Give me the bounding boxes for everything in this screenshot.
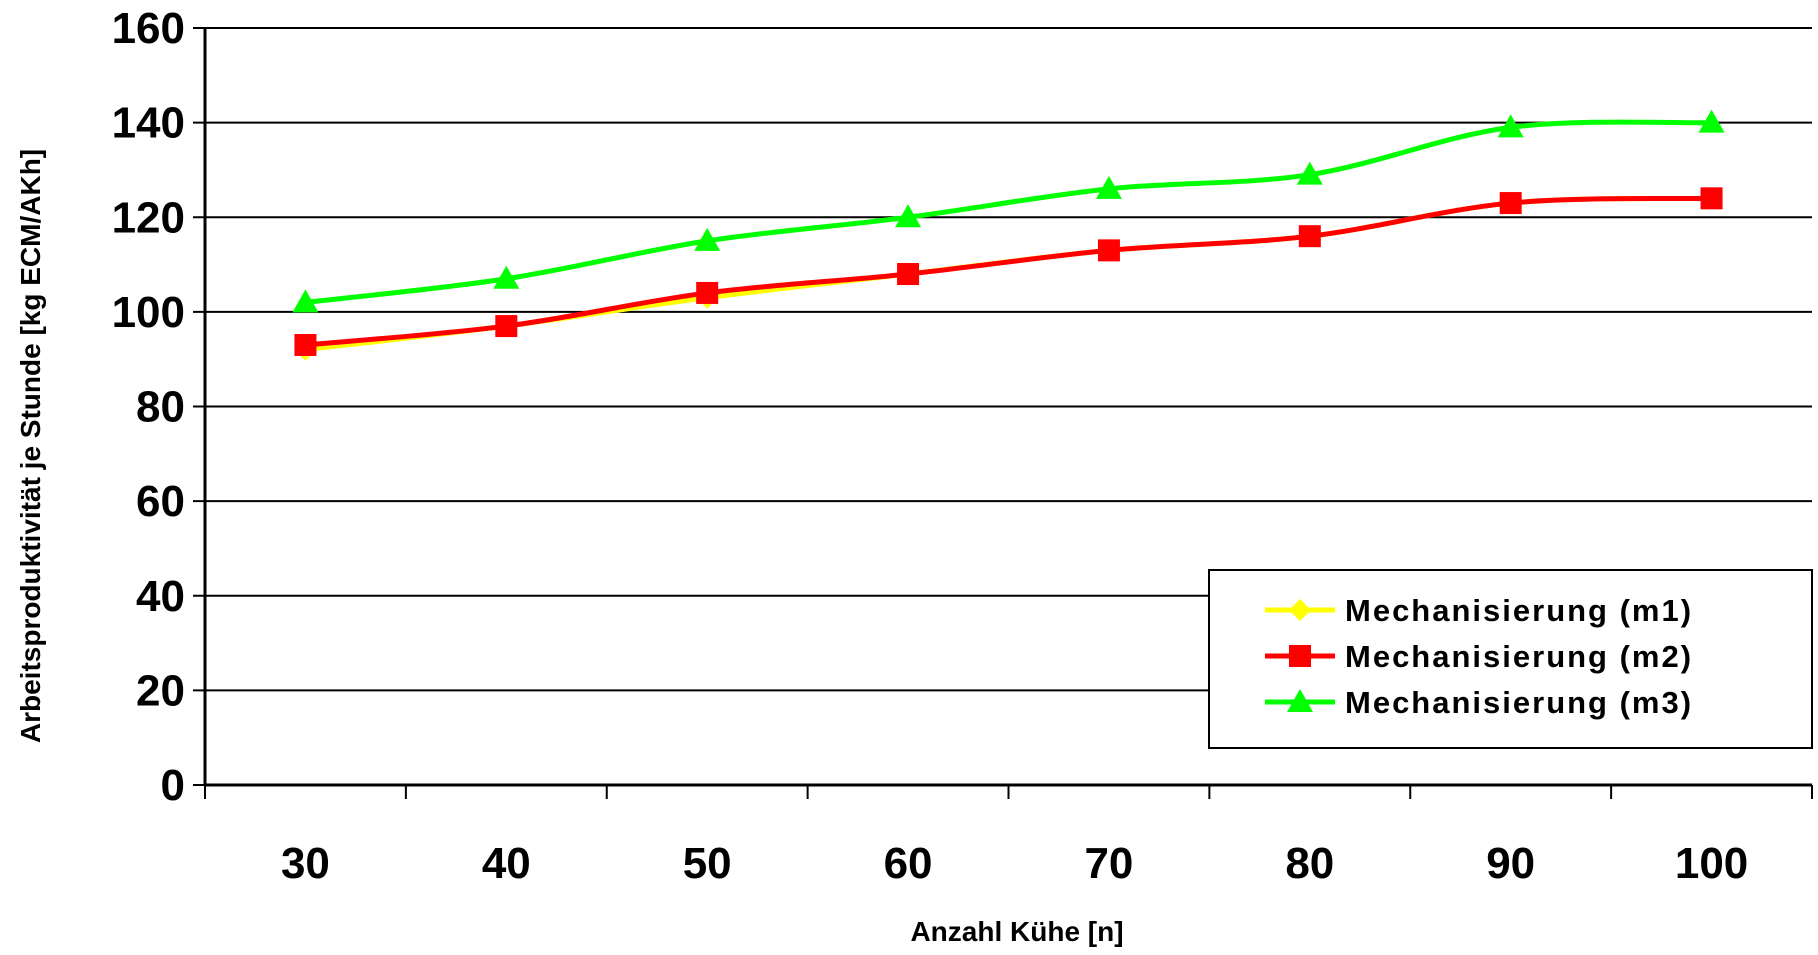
data-point bbox=[493, 265, 520, 289]
legend-marker bbox=[1289, 645, 1311, 667]
legend-item: Mechanisierung (m1) bbox=[1265, 593, 1693, 628]
data-point bbox=[694, 227, 721, 251]
data-point bbox=[1700, 187, 1723, 210]
x-tick-label: 40 bbox=[482, 839, 531, 888]
y-tick-label: 100 bbox=[112, 288, 185, 337]
axes bbox=[193, 27, 1813, 799]
x-tick-label: 60 bbox=[884, 839, 933, 888]
legend-marker bbox=[1287, 689, 1313, 712]
x-tick-label: 50 bbox=[683, 839, 732, 888]
data-point bbox=[895, 204, 922, 228]
y-tick-label: 20 bbox=[136, 666, 185, 715]
gridlines bbox=[205, 27, 1812, 692]
legend: Mechanisierung (m1) Mechanisierung (m2) Me… bbox=[1208, 569, 1813, 749]
series-3 bbox=[292, 109, 1725, 313]
x-tick-label: 70 bbox=[1084, 839, 1133, 888]
data-point bbox=[897, 263, 920, 286]
data-point bbox=[292, 289, 319, 313]
y-axis-title: Arbeitsproduktivität je Stunde [kg ECM/A… bbox=[15, 149, 46, 743]
x-tick-labels: 30 40 50 60 70 80 90 100 bbox=[281, 839, 1748, 888]
data-point bbox=[1499, 192, 1522, 215]
x-tick-label: 90 bbox=[1486, 839, 1535, 888]
series-2 bbox=[294, 187, 1723, 356]
x-tick-label: 30 bbox=[281, 839, 330, 888]
series bbox=[292, 109, 1725, 361]
y-tick-label: 80 bbox=[136, 383, 185, 432]
data-point bbox=[1298, 225, 1321, 248]
data-point bbox=[294, 333, 317, 356]
legend-label: Mechanisierung (m1) bbox=[1345, 593, 1693, 628]
y-tick-label: 40 bbox=[136, 572, 185, 621]
x-tick-label: 80 bbox=[1285, 839, 1334, 888]
series-line bbox=[305, 119, 1712, 305]
series-line bbox=[305, 195, 1712, 348]
legend-label: Mechanisierung (m3) bbox=[1345, 685, 1693, 720]
data-point bbox=[495, 315, 518, 338]
x-axis-title: Anzahl Kühe [n] bbox=[910, 916, 1123, 947]
data-point bbox=[696, 281, 719, 304]
y-tick-label: 140 bbox=[112, 99, 185, 148]
data-point bbox=[1296, 161, 1323, 185]
legend-item: Mechanisierung (m3) bbox=[1265, 685, 1693, 720]
data-point bbox=[1097, 239, 1120, 262]
legend-label: Mechanisierung (m2) bbox=[1345, 639, 1693, 674]
y-tick-label: 160 bbox=[112, 4, 185, 53]
legend-item: Mechanisierung (m2) bbox=[1265, 639, 1693, 674]
y-tick-label: 120 bbox=[112, 193, 185, 242]
x-tick-label: 100 bbox=[1675, 839, 1748, 888]
y-tick-label: 0 bbox=[161, 761, 185, 810]
data-point bbox=[1698, 109, 1725, 133]
data-point bbox=[1095, 175, 1122, 199]
y-tick-label: 60 bbox=[136, 477, 185, 526]
y-tick-labels: 0 20 40 60 80 100 120 140 160 bbox=[112, 4, 185, 810]
legend-marker bbox=[1289, 599, 1311, 621]
data-point bbox=[1497, 114, 1524, 138]
